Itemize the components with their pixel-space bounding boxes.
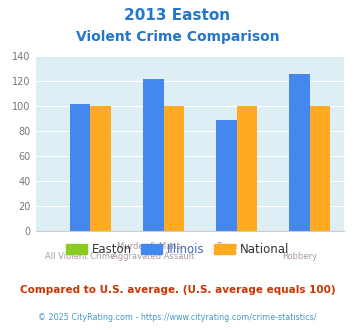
- Text: All Violent Crime: All Violent Crime: [45, 252, 115, 261]
- Bar: [143, 79, 164, 231]
- Text: © 2025 CityRating.com - https://www.cityrating.com/crime-statistics/: © 2025 CityRating.com - https://www.city…: [38, 313, 317, 322]
- Legend: Easton, Illinois, National: Easton, Illinois, National: [63, 240, 292, 258]
- Text: 2013 Easton: 2013 Easton: [125, 8, 230, 23]
- Bar: [289, 74, 310, 231]
- Text: Violent Crime Comparison: Violent Crime Comparison: [76, 30, 279, 44]
- Text: Murder & Mans...: Murder & Mans...: [118, 242, 189, 251]
- Text: Aggravated Assault: Aggravated Assault: [112, 252, 195, 261]
- Text: Robbery: Robbery: [282, 252, 317, 261]
- Bar: [310, 106, 330, 231]
- Bar: [237, 106, 257, 231]
- Text: Rape: Rape: [216, 242, 237, 251]
- Bar: [216, 120, 237, 231]
- Bar: [164, 106, 184, 231]
- Bar: [70, 104, 91, 231]
- Bar: [91, 106, 111, 231]
- Text: Compared to U.S. average. (U.S. average equals 100): Compared to U.S. average. (U.S. average …: [20, 285, 335, 295]
